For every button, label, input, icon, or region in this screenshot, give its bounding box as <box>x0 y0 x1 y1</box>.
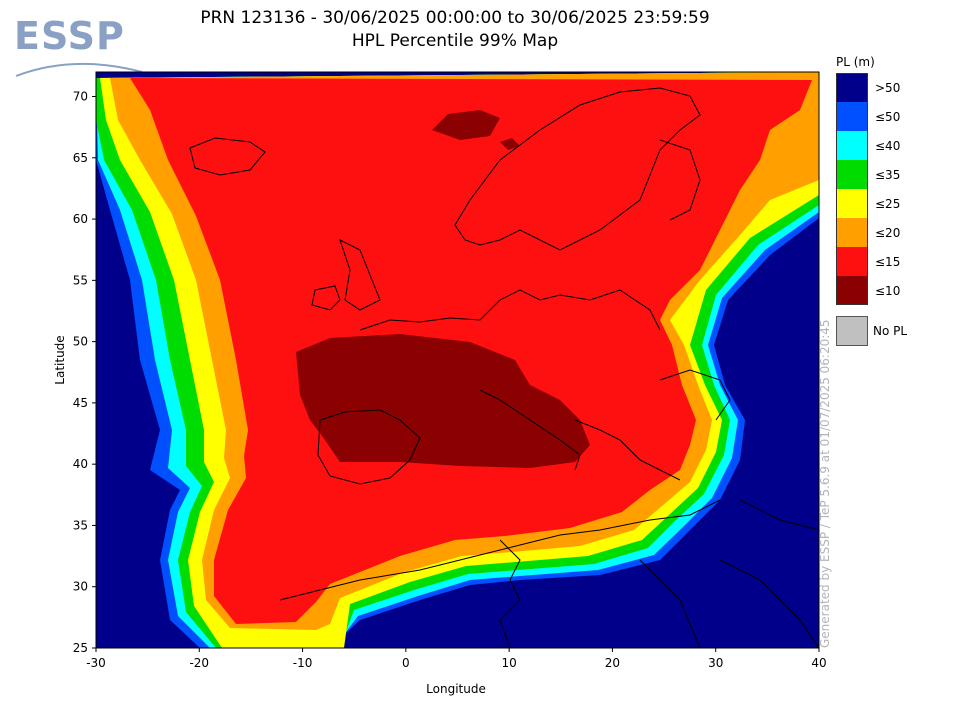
map-subtitle: HPL Percentile 99% Map <box>351 31 559 51</box>
y-axis-label: Latitude <box>53 335 67 384</box>
y-tick-label: 35 <box>73 518 88 532</box>
legend-swatch <box>836 102 868 131</box>
y-tick-label: 60 <box>73 212 88 226</box>
logo-swoosh-icon <box>15 62 143 77</box>
legend-label: >50 <box>875 81 901 95</box>
y-ticks: 25 30 35 40 45 50 55 60 65 70 <box>73 90 96 655</box>
no-pl-swatch <box>836 316 868 346</box>
legend-title: PL (m) <box>836 55 875 69</box>
x-tick-label: -20 <box>189 656 209 670</box>
map-title: PRN 123136 - 30/06/2025 00:00:00 to 30/0… <box>200 8 710 28</box>
logo-text: ESSP <box>14 14 125 58</box>
band-le10-norwegian <box>432 110 500 140</box>
legend-swatch <box>836 218 868 247</box>
y-tick-label: 55 <box>73 273 88 287</box>
x-tick-label: 40 <box>811 656 826 670</box>
band-le10-small <box>500 138 520 150</box>
band-le10-central <box>296 334 590 468</box>
legend-label: ≤40 <box>875 139 901 153</box>
y-tick-label: 25 <box>73 641 88 655</box>
legend-label: ≤15 <box>875 255 901 269</box>
x-tick-label: -30 <box>86 656 106 670</box>
y-tick-label: 50 <box>73 335 88 349</box>
legend-label: ≤50 <box>875 110 901 124</box>
legend-swatch <box>836 189 868 218</box>
legend-swatch <box>836 160 868 189</box>
coastlines <box>189 87 819 648</box>
map-area <box>96 72 819 648</box>
y-tick-label: 40 <box>73 457 88 471</box>
legend-label: ≤35 <box>875 168 901 182</box>
legend-swatch <box>836 73 868 102</box>
x-tick-label: 20 <box>605 656 620 670</box>
y-tick-label: 30 <box>73 580 88 594</box>
generated-credit: Generated by ESSP / TeP 5.6.9 at 01/07/2… <box>818 319 832 648</box>
legend-label: ≤10 <box>875 284 901 298</box>
x-tick-label: 10 <box>502 656 517 670</box>
y-tick-label: 45 <box>73 396 88 410</box>
x-tick-label: -10 <box>293 656 313 670</box>
x-axis-label: Longitude <box>426 682 486 696</box>
no-pl-label: No PL <box>873 324 908 338</box>
x-ticks: -30 -20 -10 0 10 20 30 40 <box>86 648 827 670</box>
legend-label: ≤20 <box>875 226 901 240</box>
plot-frame <box>95 71 820 649</box>
y-tick-label: 70 <box>73 90 88 104</box>
x-tick-label: 30 <box>708 656 723 670</box>
essp-logo: ESSP <box>14 14 144 84</box>
legend-swatch <box>836 247 868 276</box>
legend-label: ≤25 <box>875 197 901 211</box>
y-tick-label: 65 <box>73 151 88 165</box>
legend-swatch <box>836 276 868 305</box>
x-tick-label: 0 <box>402 656 410 670</box>
legend-swatch <box>836 131 868 160</box>
